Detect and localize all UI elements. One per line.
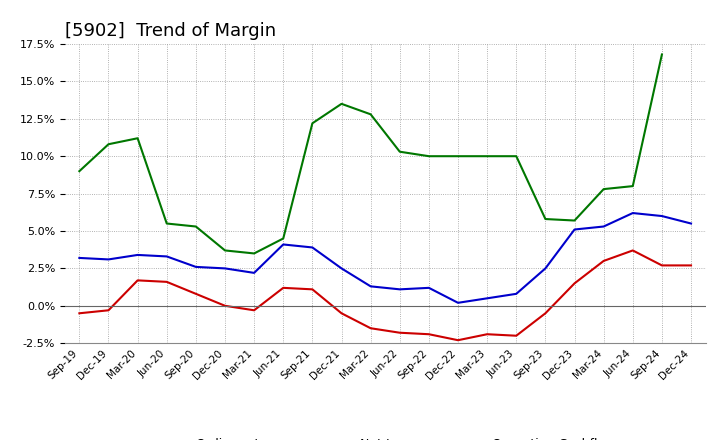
Operating Cashflow bbox=[425, 154, 433, 159]
Ordinary Income bbox=[629, 210, 637, 216]
Net Income bbox=[570, 281, 579, 286]
Ordinary Income bbox=[308, 245, 317, 250]
Operating Cashflow bbox=[512, 154, 521, 159]
Ordinary Income bbox=[75, 255, 84, 260]
Net Income bbox=[308, 287, 317, 292]
Operating Cashflow bbox=[133, 136, 142, 141]
Net Income bbox=[75, 311, 84, 316]
Operating Cashflow bbox=[454, 154, 462, 159]
Operating Cashflow bbox=[250, 251, 258, 256]
Operating Cashflow bbox=[75, 169, 84, 174]
Net Income bbox=[337, 311, 346, 316]
Net Income bbox=[629, 248, 637, 253]
Ordinary Income bbox=[687, 221, 696, 226]
Ordinary Income bbox=[599, 224, 608, 229]
Net Income bbox=[512, 333, 521, 338]
Operating Cashflow bbox=[629, 183, 637, 189]
Ordinary Income bbox=[337, 266, 346, 271]
Line: Net Income: Net Income bbox=[79, 250, 691, 340]
Operating Cashflow bbox=[570, 218, 579, 223]
Net Income bbox=[687, 263, 696, 268]
Operating Cashflow bbox=[192, 224, 200, 229]
Line: Operating Cashflow: Operating Cashflow bbox=[79, 55, 662, 253]
Net Income bbox=[250, 308, 258, 313]
Ordinary Income bbox=[395, 287, 404, 292]
Ordinary Income bbox=[279, 242, 287, 247]
Net Income bbox=[366, 326, 375, 331]
Operating Cashflow bbox=[657, 52, 666, 57]
Net Income bbox=[133, 278, 142, 283]
Net Income bbox=[395, 330, 404, 335]
Net Income bbox=[483, 332, 492, 337]
Ordinary Income bbox=[541, 266, 550, 271]
Operating Cashflow bbox=[308, 121, 317, 126]
Net Income bbox=[657, 263, 666, 268]
Net Income bbox=[279, 285, 287, 290]
Operating Cashflow bbox=[220, 248, 229, 253]
Ordinary Income bbox=[366, 284, 375, 289]
Net Income bbox=[425, 332, 433, 337]
Net Income bbox=[220, 303, 229, 308]
Ordinary Income bbox=[104, 257, 113, 262]
Net Income bbox=[541, 311, 550, 316]
Ordinary Income bbox=[512, 291, 521, 297]
Net Income bbox=[599, 258, 608, 264]
Legend: Ordinary Income, Net Income, Operating Cashflow: Ordinary Income, Net Income, Operating C… bbox=[150, 433, 621, 440]
Ordinary Income bbox=[657, 213, 666, 219]
Ordinary Income bbox=[570, 227, 579, 232]
Ordinary Income bbox=[454, 300, 462, 305]
Ordinary Income bbox=[425, 285, 433, 290]
Ordinary Income bbox=[250, 270, 258, 275]
Net Income bbox=[192, 291, 200, 297]
Operating Cashflow bbox=[599, 187, 608, 192]
Operating Cashflow bbox=[337, 101, 346, 106]
Operating Cashflow bbox=[163, 221, 171, 226]
Operating Cashflow bbox=[104, 142, 113, 147]
Ordinary Income bbox=[220, 266, 229, 271]
Line: Ordinary Income: Ordinary Income bbox=[79, 213, 691, 303]
Operating Cashflow bbox=[279, 236, 287, 241]
Operating Cashflow bbox=[483, 154, 492, 159]
Net Income bbox=[163, 279, 171, 285]
Operating Cashflow bbox=[541, 216, 550, 222]
Net Income bbox=[454, 337, 462, 343]
Ordinary Income bbox=[483, 296, 492, 301]
Operating Cashflow bbox=[366, 112, 375, 117]
Net Income bbox=[104, 308, 113, 313]
Ordinary Income bbox=[163, 254, 171, 259]
Operating Cashflow bbox=[395, 149, 404, 154]
Ordinary Income bbox=[133, 252, 142, 257]
Text: [5902]  Trend of Margin: [5902] Trend of Margin bbox=[65, 22, 276, 40]
Ordinary Income bbox=[192, 264, 200, 270]
